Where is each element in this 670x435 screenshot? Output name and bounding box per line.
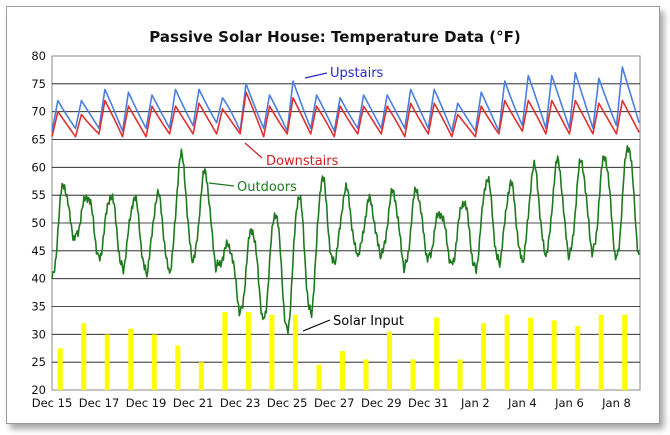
annotation-solar-input-leader xyxy=(302,319,331,332)
y-tick-label: 40 xyxy=(31,272,46,286)
y-tick-label: 60 xyxy=(31,160,46,174)
x-tick-label: Dec 25 xyxy=(267,396,308,410)
solar-input-bar xyxy=(57,348,63,390)
solar-input-bar xyxy=(363,359,369,390)
chart-title: Passive Solar House: Temperature Data (°… xyxy=(149,28,521,46)
series-lines xyxy=(51,66,640,335)
annotation-outdoors: Outdoors xyxy=(237,180,297,195)
x-tick-label: Dec 19 xyxy=(126,396,167,410)
solar-input-bar xyxy=(434,317,440,390)
annotation-outdoors-leader xyxy=(208,182,235,187)
y-tick-label: 50 xyxy=(31,216,46,230)
annotation-solar-input: Solar Input xyxy=(333,314,404,329)
y-tick-label: 80 xyxy=(31,49,46,63)
annotation-downstairs: Downstairs xyxy=(266,154,339,169)
solar-input-bar xyxy=(387,331,393,390)
annotations: Upstairs Downstairs Outdoors Solar Input xyxy=(208,66,404,332)
y-tick-label: 65 xyxy=(31,133,46,147)
y-axis-ticks: 20 25 30 35 40 45 50 55 60 65 70 75 80 xyxy=(31,49,46,397)
series-line-upstairs xyxy=(51,66,640,132)
y-tick-label: 25 xyxy=(31,355,46,369)
solar-input-bar xyxy=(410,359,416,390)
x-tick-label: Jan 8 xyxy=(601,396,631,410)
solar-input-bar xyxy=(598,314,604,390)
x-tick-label: Dec 31 xyxy=(408,396,449,410)
solar-input-bar xyxy=(457,359,463,390)
annotation-downstairs-leader xyxy=(244,142,263,159)
solar-input-bar xyxy=(128,328,134,390)
y-tick-label: 70 xyxy=(31,105,46,119)
solar-input-bars xyxy=(57,312,628,390)
y-tick-label: 20 xyxy=(31,383,46,397)
annotation-upstairs: Upstairs xyxy=(330,66,384,81)
x-axis-ticks: Dec 15 Dec 17 Dec 19 Dec 21 Dec 23 Dec 25 Dec … xyxy=(32,396,631,410)
y-tick-label: 35 xyxy=(31,300,46,314)
solar-input-bar xyxy=(222,312,228,390)
x-tick-label: Dec 23 xyxy=(220,396,261,410)
x-tick-label: Dec 17 xyxy=(79,396,120,410)
y-tick-label: 75 xyxy=(31,77,46,91)
solar-input-bar xyxy=(528,317,534,390)
solar-input-bar xyxy=(175,345,181,390)
x-tick-label: Jan 6 xyxy=(554,396,584,410)
solar-input-bar xyxy=(245,312,251,390)
x-tick-label: Dec 15 xyxy=(32,396,73,410)
y-tick-label: 45 xyxy=(31,244,46,258)
solar-input-bar xyxy=(269,314,275,390)
solar-input-bar xyxy=(104,334,110,390)
x-tick-label: Dec 27 xyxy=(314,396,355,410)
solar-input-bar xyxy=(151,334,157,390)
solar-input-bar xyxy=(339,351,345,390)
y-tick-label: 30 xyxy=(31,327,46,341)
solar-input-bar xyxy=(198,362,204,390)
x-tick-label: Dec 29 xyxy=(361,396,402,410)
series-line-downstairs xyxy=(51,91,640,138)
x-tick-label: Jan 2 xyxy=(460,396,490,410)
x-tick-label: Jan 4 xyxy=(507,396,537,410)
y-tick-label: 55 xyxy=(31,188,46,202)
grid-lines xyxy=(51,55,641,391)
solar-input-bar xyxy=(575,325,581,390)
solar-input-bar xyxy=(622,314,628,390)
solar-input-bar xyxy=(551,320,557,390)
solar-input-bar xyxy=(81,323,87,390)
solar-input-bar xyxy=(316,364,322,390)
annotation-upstairs-leader xyxy=(304,72,328,79)
x-tick-label: Dec 21 xyxy=(173,396,214,410)
solar-input-bar xyxy=(292,314,298,390)
solar-input-bar xyxy=(481,323,487,390)
series-line-outdoors xyxy=(51,145,640,335)
solar-input-bar xyxy=(504,314,510,390)
